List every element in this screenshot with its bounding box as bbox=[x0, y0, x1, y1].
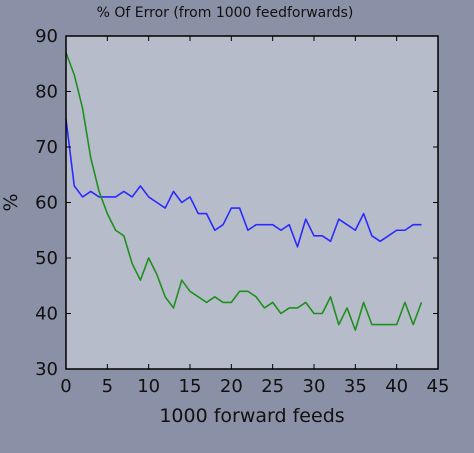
x-axis-label: 1000 forward feeds bbox=[159, 405, 344, 427]
x-axis-ticks: 0 5 10 15 20 25 30 35 40 45 bbox=[60, 36, 449, 397]
x-tick-label: 25 bbox=[261, 376, 284, 397]
x-tick-label: 40 bbox=[385, 376, 408, 397]
series-line-1 bbox=[65, 119, 422, 248]
x-tick-label: 0 bbox=[60, 376, 71, 397]
y-axis-label: % bbox=[0, 193, 22, 211]
y-tick-label: 50 bbox=[35, 248, 58, 269]
y-axis-ticks: 30 40 50 60 70 80 90 bbox=[35, 26, 438, 380]
series-layer bbox=[65, 52, 423, 331]
x-tick-label: 5 bbox=[102, 376, 113, 397]
y-tick-label: 30 bbox=[35, 359, 58, 380]
x-tick-label: 10 bbox=[137, 376, 160, 397]
y-tick-label: 60 bbox=[35, 193, 58, 214]
x-tick-label: 35 bbox=[344, 376, 367, 397]
x-tick-label: 45 bbox=[427, 376, 450, 397]
y-tick-label: 90 bbox=[35, 26, 58, 47]
x-tick-label: 20 bbox=[220, 376, 243, 397]
series-line-2 bbox=[65, 52, 423, 331]
plot-area bbox=[66, 36, 438, 369]
y-tick-label: 70 bbox=[35, 137, 58, 158]
x-tick-label: 30 bbox=[303, 376, 326, 397]
y-tick-label: 40 bbox=[35, 304, 58, 325]
chart-title: % Of Error (from 1000 feedforwards) bbox=[97, 5, 354, 21]
y-tick-label: 80 bbox=[35, 82, 58, 103]
x-tick-label: 15 bbox=[179, 376, 202, 397]
